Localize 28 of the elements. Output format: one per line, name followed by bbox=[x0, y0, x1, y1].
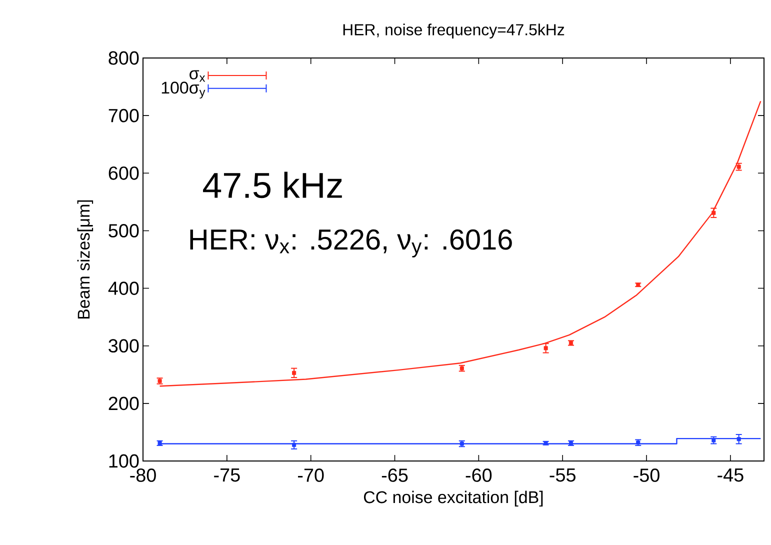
x-axis-title: CC noise excitation [dB] bbox=[364, 490, 543, 507]
y-tick-label: 500 bbox=[108, 224, 139, 238]
legend-label: 100σ$_{y}$ bbox=[162, 82, 206, 99]
point bbox=[292, 442, 296, 447]
y-tick-label: 800 bbox=[108, 51, 139, 65]
chart-title: HER, noise frequency=47.5kHz bbox=[343, 24, 564, 39]
x-tick-label: -55 bbox=[550, 468, 576, 482]
legend-label: σ$_{x}$ bbox=[190, 70, 206, 82]
point bbox=[292, 370, 296, 375]
point bbox=[712, 210, 716, 215]
annotation: 47.5 kHz bbox=[203, 172, 342, 198]
x-tick-label: -75 bbox=[214, 468, 240, 482]
x-tick-label: -45 bbox=[718, 468, 744, 482]
x-tick-label: -60 bbox=[466, 468, 492, 482]
y-tick-label: 400 bbox=[108, 282, 139, 295]
point bbox=[736, 437, 741, 442]
x-tick-label: -80 bbox=[130, 468, 156, 482]
annotation: HER: ν$_{x}$: .5226, ν$_{y}$: .6016 bbox=[190, 229, 512, 258]
y-tick-label: 600 bbox=[108, 166, 139, 180]
y-tick-label: 200 bbox=[108, 396, 139, 410]
y-tick-label: 300 bbox=[108, 339, 139, 353]
point bbox=[544, 346, 548, 350]
x-tick-label: -50 bbox=[634, 468, 660, 482]
y-axis-title: Beam sizes[μm] bbox=[77, 200, 94, 319]
y-tick-label: 100 bbox=[109, 454, 139, 468]
x-tick-label: -70 bbox=[298, 468, 324, 482]
x-tick-label: -65 bbox=[382, 468, 408, 482]
y-tick-label: 700 bbox=[108, 108, 139, 122]
